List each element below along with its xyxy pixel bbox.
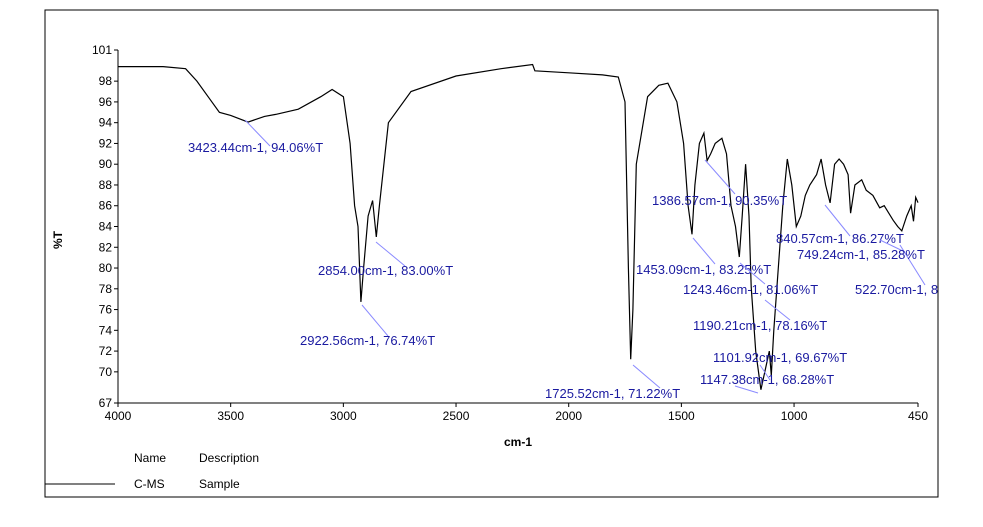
y-tick-label: 82 bbox=[99, 240, 113, 254]
y-tick-label: 88 bbox=[99, 178, 113, 192]
annotation-leader bbox=[361, 304, 389, 337]
annotation: 1101.92cm-1, 69.67%T bbox=[713, 350, 847, 365]
y-tick-label: 98 bbox=[99, 74, 113, 88]
x-axis-title: cm-1 bbox=[504, 435, 532, 449]
annotation: 3423.44cm-1, 94.06%T bbox=[188, 140, 323, 155]
y-tick-label: 84 bbox=[99, 220, 113, 234]
x-tick-label: 2500 bbox=[443, 409, 470, 423]
legend-name: C-MS bbox=[134, 477, 165, 491]
annotation-leader bbox=[734, 385, 759, 394]
legend-description: Sample bbox=[199, 477, 240, 491]
annotation-leader bbox=[879, 239, 906, 253]
annotation-leader bbox=[764, 299, 791, 321]
y-tick-label: 76 bbox=[99, 303, 113, 317]
x-tick-label: 1500 bbox=[668, 409, 695, 423]
y-tick-label: 72 bbox=[99, 344, 113, 358]
annotation: 1243.46cm-1, 81.06%T bbox=[683, 282, 818, 297]
x-tick-label: 3500 bbox=[217, 409, 244, 423]
y-tick-label: 80 bbox=[99, 261, 113, 275]
annotation-leader bbox=[692, 237, 716, 265]
y-tick-label: 74 bbox=[99, 323, 113, 337]
legend-header: Description bbox=[199, 451, 259, 465]
annotation-leader bbox=[824, 204, 851, 237]
y-tick-label: 70 bbox=[99, 365, 113, 379]
y-tick-label: 86 bbox=[99, 199, 113, 213]
annotation: 840.57cm-1, 86.27%T bbox=[776, 231, 904, 246]
y-tick-label: 94 bbox=[99, 116, 113, 130]
y-tick-label: 90 bbox=[99, 157, 113, 171]
legend-header: Name bbox=[134, 451, 166, 465]
annotation-leader bbox=[244, 119, 271, 147]
annotation: 1386.57cm-1, 90.35%T bbox=[652, 193, 787, 208]
annotation: 1725.52cm-1, 71.22%T bbox=[545, 386, 680, 401]
x-tick-label: 1000 bbox=[781, 409, 808, 423]
annotation: 2854.00cm-1, 83.00%T bbox=[318, 263, 453, 278]
x-tick-label: 2000 bbox=[555, 409, 582, 423]
y-axis-title: %T bbox=[51, 230, 65, 249]
annotation: 1190.21cm-1, 78.16%T bbox=[693, 318, 827, 333]
spectrum-line bbox=[118, 63, 919, 390]
annotation: 1147.38cm-1, 68.28%T bbox=[700, 372, 834, 387]
y-tick-label: 78 bbox=[99, 282, 113, 296]
x-tick-label: 3000 bbox=[330, 409, 357, 423]
y-tick-label: 96 bbox=[99, 95, 113, 109]
annotation-leader bbox=[375, 241, 406, 267]
x-tick-label: 4000 bbox=[105, 409, 132, 423]
annotation: 1453.09cm-1, 83.25%T bbox=[636, 262, 771, 277]
annotation-leader bbox=[704, 159, 736, 195]
annotation-leader bbox=[632, 364, 661, 389]
annotation: 2922.56cm-1, 76.74%T bbox=[300, 333, 435, 348]
y-tick-label: 101 bbox=[92, 43, 112, 57]
y-tick-label: 92 bbox=[99, 136, 113, 150]
annotation: 749.24cm-1, 85.28%T bbox=[797, 247, 925, 262]
x-tick-label: 450 bbox=[908, 409, 928, 423]
frame bbox=[44, 9, 939, 498]
y-tick-label: 67 bbox=[99, 396, 113, 410]
annotation-leader bbox=[739, 262, 766, 285]
annotation: 522.70cm-1, 83.58%T bbox=[855, 282, 983, 297]
annotation-leader bbox=[759, 364, 771, 381]
